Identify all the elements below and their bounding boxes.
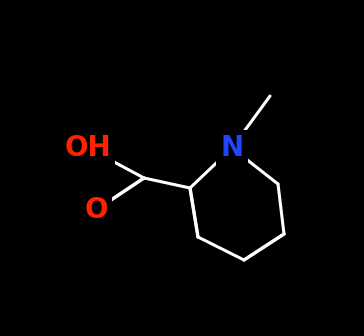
Text: O: O xyxy=(84,196,108,224)
Text: OH: OH xyxy=(65,134,111,162)
Text: N: N xyxy=(221,134,244,162)
